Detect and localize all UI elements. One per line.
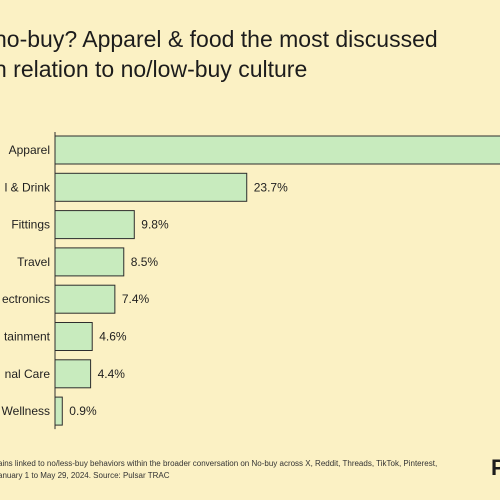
chart-title-line-2: n relation to no/low-buy culture [0, 56, 308, 82]
category-label-5: tainment [4, 330, 51, 344]
category-label-6: nal Care [5, 367, 51, 381]
chart-title-line-1: no-buy? Apparel & food the most discusse… [0, 26, 438, 52]
value-label-6: 4.4% [98, 367, 126, 381]
brand-logo: P [491, 455, 500, 480]
bar-4 [54, 284, 116, 314]
value-label-3: 8.5% [131, 255, 159, 269]
category-label-2: Fittings [11, 218, 50, 232]
chart-title: no-buy? Apparel & food the most discusse… [0, 24, 500, 84]
bar-5 [54, 322, 93, 351]
category-label-1: l & Drink [5, 180, 51, 194]
footnote: ains linked to no/less-buy behaviors wit… [0, 458, 478, 482]
value-label-4: 7.4% [122, 292, 150, 306]
category-label-4: ectronics [2, 292, 50, 306]
category-label-7: Wellness [2, 404, 50, 418]
footnote-line-1: ains linked to no/less-buy behaviors wit… [0, 459, 438, 468]
category-label-0: Apparel [9, 143, 50, 157]
value-label-1: 23.7% [254, 180, 288, 194]
value-label-7: 0.9% [69, 404, 97, 418]
bar-7 [54, 396, 63, 426]
footnote-line-2: anuary 1 to May 29, 2024. Source: Pulsar… [0, 471, 170, 480]
category-label-3: Travel [17, 255, 50, 269]
bar-0 [54, 135, 500, 165]
bar-6 [54, 359, 92, 389]
value-label-2: 9.8% [141, 218, 169, 232]
bar-1 [54, 172, 248, 202]
value-label-5: 4.6% [99, 330, 127, 344]
bar-2 [54, 210, 135, 240]
bar-3 [54, 247, 125, 277]
